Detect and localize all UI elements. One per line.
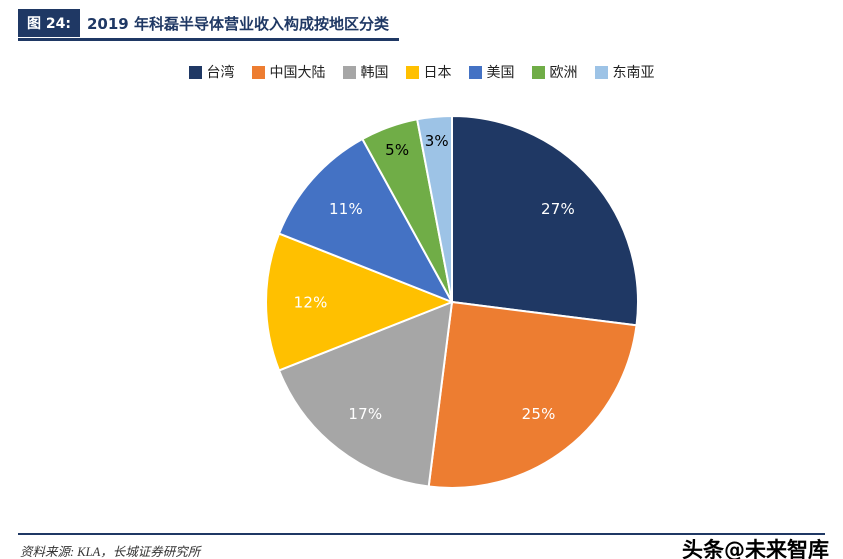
- watermark-text: 头条@未来智库: [682, 538, 829, 559]
- legend-swatch: [468, 65, 482, 79]
- legend-swatch: [594, 65, 608, 79]
- chart-legend: 台湾 中国大陆 韩国 日本 美国 欧洲 东南亚: [0, 62, 843, 82]
- legend-item: 日本: [405, 62, 452, 82]
- legend-item: 美国: [468, 62, 515, 82]
- pie-slice-label: 17%: [348, 405, 382, 423]
- legend-swatch: [531, 65, 545, 79]
- legend-label: 日本: [423, 65, 452, 81]
- legend-swatch: [251, 65, 265, 79]
- pie-slice-label: 27%: [541, 200, 575, 218]
- legend-label: 台湾: [206, 65, 235, 81]
- legend-swatch: [188, 65, 202, 79]
- legend-item: 东南亚: [594, 62, 655, 82]
- footer-divider: [18, 533, 825, 535]
- legend-swatch: [342, 65, 356, 79]
- legend-swatch: [405, 65, 419, 79]
- legend-label: 东南亚: [612, 65, 655, 81]
- pie-slice-0: [451, 115, 639, 327]
- legend-item: 中国大陆: [251, 62, 326, 82]
- pie-slice-1: [427, 301, 638, 489]
- pie-slice-label: 11%: [329, 200, 363, 218]
- legend-item: 台湾: [188, 62, 235, 82]
- legend-label: 欧洲: [549, 65, 578, 81]
- source-text: 资料来源: KLA，长城证券研究所: [20, 545, 201, 559]
- legend-item: 韩国: [342, 62, 389, 82]
- pie-slice-4: [278, 138, 453, 303]
- pie-slice-2: [278, 301, 453, 488]
- legend-item: 欧洲: [531, 62, 578, 82]
- legend-label: 韩国: [360, 65, 389, 81]
- figure-header: 图 24: 2019 年科磊半导体营业收入构成按地区分类: [18, 9, 399, 41]
- pie-slice-label: 5%: [385, 141, 409, 159]
- pie-slice-label: 12%: [294, 293, 328, 311]
- pie-slice-label: 3%: [425, 132, 449, 150]
- pie-slice-6: [416, 114, 453, 303]
- pie-slice-label: 25%: [522, 405, 556, 423]
- figure-title: 2019 年科磊半导体营业收入构成按地区分类: [86, 15, 389, 33]
- figure-number-badge: 图 24:: [18, 9, 80, 37]
- pie-slice-3: [265, 232, 453, 372]
- legend-label: 美国: [486, 65, 515, 81]
- legend-label: 中国大陆: [269, 65, 326, 81]
